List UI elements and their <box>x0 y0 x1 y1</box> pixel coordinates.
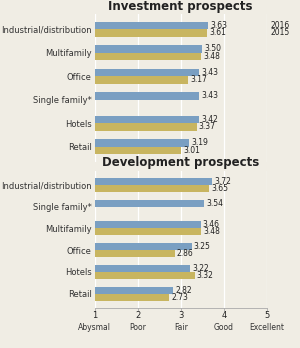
Bar <box>94 76 188 84</box>
Bar <box>94 243 191 250</box>
Text: 3.72: 3.72 <box>214 177 231 186</box>
Bar <box>94 139 189 147</box>
Text: 3.01: 3.01 <box>183 146 200 155</box>
Text: 3.17: 3.17 <box>190 76 207 84</box>
Bar <box>94 185 209 192</box>
Bar <box>94 29 207 37</box>
Text: Poor: Poor <box>129 323 146 332</box>
Bar <box>94 287 173 294</box>
Bar <box>94 116 199 123</box>
Text: 3.63: 3.63 <box>210 21 227 30</box>
Text: Good: Good <box>214 323 234 332</box>
Title: Development prospects: Development prospects <box>102 156 260 169</box>
Bar <box>94 272 194 279</box>
Bar <box>94 53 201 60</box>
Text: Fair: Fair <box>174 323 188 332</box>
Bar <box>94 228 201 235</box>
Text: 2015: 2015 <box>270 29 290 38</box>
Text: 3.43: 3.43 <box>202 68 218 77</box>
Text: 2.73: 2.73 <box>171 293 188 302</box>
Bar <box>94 92 199 100</box>
Bar <box>94 22 208 29</box>
Title: Investment prospects: Investment prospects <box>109 0 253 13</box>
Text: 3.22: 3.22 <box>192 264 209 273</box>
Text: 1: 1 <box>92 311 97 320</box>
Bar <box>94 265 190 272</box>
Text: 3.32: 3.32 <box>197 271 214 280</box>
Bar <box>94 123 197 130</box>
Text: 3.42: 3.42 <box>201 115 218 124</box>
Text: 3.25: 3.25 <box>194 242 211 251</box>
Bar <box>94 45 202 53</box>
Text: 3.48: 3.48 <box>204 52 220 61</box>
Text: 3.61: 3.61 <box>209 29 226 38</box>
Text: Excellent: Excellent <box>250 323 284 332</box>
Text: 2: 2 <box>135 311 140 320</box>
Text: 3.46: 3.46 <box>203 220 220 229</box>
Text: 4: 4 <box>221 311 226 320</box>
Text: 3.43: 3.43 <box>202 92 218 100</box>
Bar <box>94 221 201 228</box>
Bar <box>94 199 204 206</box>
Bar <box>94 178 212 185</box>
Text: 3.37: 3.37 <box>199 122 216 131</box>
Text: 3.54: 3.54 <box>206 198 223 207</box>
Bar <box>94 250 175 257</box>
Text: 3.50: 3.50 <box>205 45 221 53</box>
Bar <box>94 69 199 76</box>
Text: 2016: 2016 <box>270 21 290 30</box>
Text: 3: 3 <box>178 311 183 320</box>
Text: 2.86: 2.86 <box>177 249 194 258</box>
Bar <box>94 147 181 154</box>
Bar <box>94 294 169 301</box>
Text: 3.48: 3.48 <box>204 227 220 236</box>
Text: 2.82: 2.82 <box>175 286 192 295</box>
Text: 5: 5 <box>264 311 270 320</box>
Text: 3.65: 3.65 <box>211 184 228 193</box>
Text: 3.19: 3.19 <box>191 138 208 147</box>
Text: Abysmal: Abysmal <box>78 323 111 332</box>
